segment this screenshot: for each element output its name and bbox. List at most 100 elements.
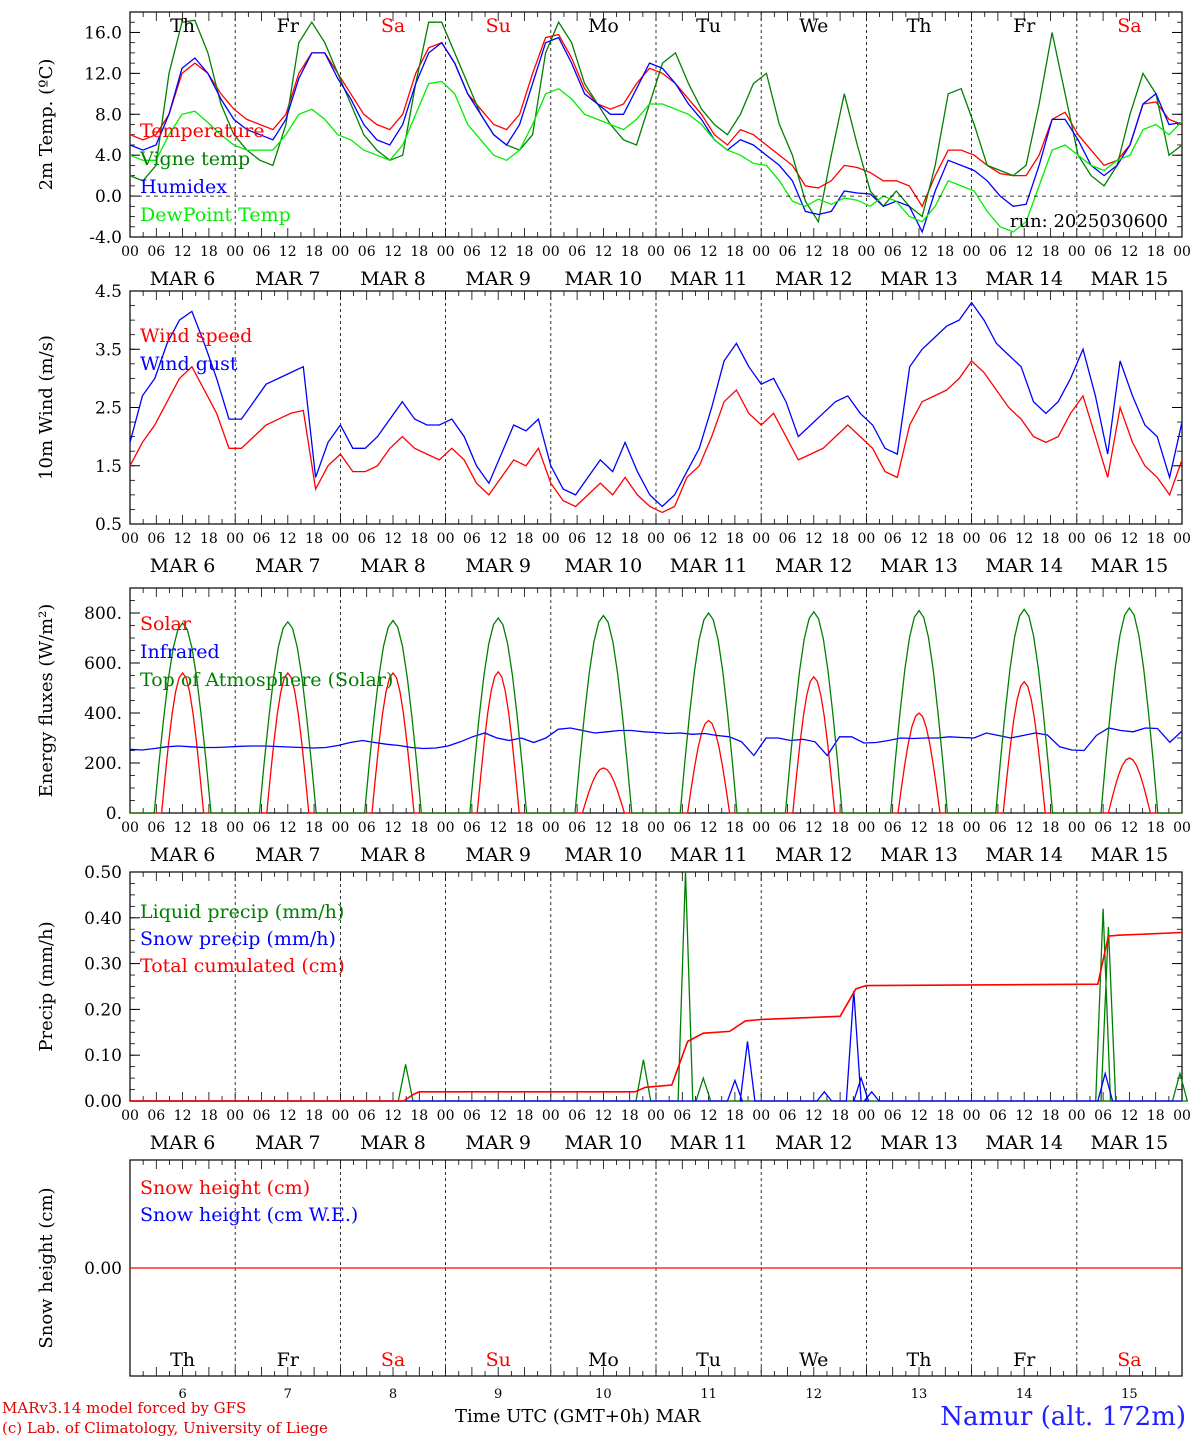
hour-label: 12	[279, 1108, 297, 1124]
hour-label: 06	[147, 531, 165, 547]
date-label: MAR 6	[150, 1132, 216, 1154]
hour-label: 18	[1042, 531, 1060, 547]
hour-label: 06	[1094, 244, 1112, 260]
hour-label: 06	[463, 531, 481, 547]
date-label: MAR 11	[670, 844, 748, 866]
hour-label: 18	[1042, 244, 1060, 260]
date-label: MAR 10	[565, 555, 643, 577]
weekday-label: Fr	[1013, 15, 1036, 37]
y-tick-label: 16.0	[84, 23, 122, 43]
hour-label: 12	[910, 244, 928, 260]
hour-label: 12	[1120, 244, 1138, 260]
hour-label: 00	[857, 531, 875, 547]
hour-label: 18	[1147, 244, 1165, 260]
hour-label: 18	[831, 1108, 849, 1124]
weekday-label: Fr	[277, 1349, 300, 1371]
hour-label: 06	[1094, 531, 1112, 547]
series-line	[130, 931, 1183, 1102]
hour-label: 00	[1173, 820, 1191, 836]
hour-label: 06	[779, 531, 797, 547]
hour-label: 06	[358, 531, 376, 547]
hour-label: 18	[936, 531, 954, 547]
y-tick-label: 0.20	[84, 1000, 122, 1020]
hour-label: 06	[989, 1108, 1007, 1124]
hour-label: 00	[121, 1108, 139, 1124]
hour-label: 00	[857, 1108, 875, 1124]
date-label: MAR 9	[465, 555, 531, 577]
y-axis-label: 2m Temp. (ºC)	[36, 59, 57, 191]
hour-label: 12	[1015, 1108, 1033, 1124]
series-line	[129, 301, 1183, 508]
hour-label: 00	[226, 1108, 244, 1124]
hour-label: 00	[647, 244, 665, 260]
hour-label: 06	[463, 1108, 481, 1124]
hour-label: 12	[1015, 820, 1033, 836]
hour-label: 00	[331, 531, 349, 547]
date-label: MAR 7	[255, 844, 321, 866]
y-axis-label: Snow height (cm)	[36, 1187, 57, 1348]
hour-label: 00	[963, 1108, 981, 1124]
legend-entry: Snow height (cm)	[140, 1177, 310, 1199]
hour-label: 18	[726, 820, 744, 836]
hour-label: 00	[857, 244, 875, 260]
hour-label: 18	[1147, 820, 1165, 836]
hour-label: 12	[910, 531, 928, 547]
hour-label: 00	[963, 531, 981, 547]
hour-label: 00	[331, 244, 349, 260]
hour-label: 06	[147, 1108, 165, 1124]
hour-label: 00	[437, 531, 455, 547]
hour-label: 12	[279, 820, 297, 836]
legend-entry: Top of Atmosphere (Solar)	[140, 669, 393, 691]
weekday-label: We	[799, 1349, 828, 1371]
hour-label: 06	[568, 1108, 586, 1124]
hour-label: 12	[1015, 244, 1033, 260]
hour-label: 18	[726, 531, 744, 547]
date-label: MAR 13	[880, 1132, 958, 1154]
hour-label: 00	[1173, 1108, 1191, 1124]
y-tick-label: 3.5	[95, 340, 122, 360]
hour-label: 00	[752, 1108, 770, 1124]
hour-label: 00	[542, 244, 560, 260]
legend-entry: Wind speed	[140, 325, 252, 347]
hour-label: 18	[1147, 1108, 1165, 1124]
hour-label: 18	[1042, 820, 1060, 836]
date-label: MAR 14	[985, 268, 1063, 290]
y-tick-label: 0.0	[95, 187, 122, 207]
hour-label: 18	[305, 244, 323, 260]
date-label: MAR 15	[1091, 844, 1169, 866]
hour-label: 06	[358, 1108, 376, 1124]
hour-label: 06	[253, 820, 271, 836]
weekday-label: Tu	[696, 15, 721, 37]
hour-label: 12	[910, 820, 928, 836]
series-line	[129, 19, 1183, 224]
hour-label: 12	[594, 531, 612, 547]
date-label: MAR 7	[255, 268, 321, 290]
panel-3	[129, 587, 1183, 814]
hour-label: 06	[779, 820, 797, 836]
legend-entry: Vigne temp	[139, 148, 250, 170]
hour-label: 06	[568, 244, 586, 260]
series-line	[129, 359, 1183, 514]
hour-label: 00	[1173, 244, 1191, 260]
y-tick-label: 1.5	[95, 457, 122, 477]
date-label: MAR 8	[360, 268, 426, 290]
hour-label: 12	[174, 244, 192, 260]
date-label: MAR 9	[465, 1132, 531, 1154]
hour-label: 18	[200, 1108, 218, 1124]
hour-label: 06	[673, 244, 691, 260]
hour-label: 18	[410, 1108, 428, 1124]
hour-label: 12	[1015, 531, 1033, 547]
y-axis-label: Energy fluxes (W/m²)	[36, 604, 57, 798]
hour-label: 12	[700, 820, 718, 836]
hour-label: 00	[542, 1108, 560, 1124]
date-label: MAR 9	[465, 268, 531, 290]
hour-label: 18	[305, 820, 323, 836]
hour-label: 06	[884, 1108, 902, 1124]
date-label: MAR 14	[985, 555, 1063, 577]
date-label: MAR 14	[985, 1132, 1063, 1154]
panel-4	[129, 871, 1189, 1102]
hour-label: 18	[936, 1108, 954, 1124]
panel-5	[129, 1159, 1183, 1377]
hour-label: 12	[594, 244, 612, 260]
hour-label: 06	[989, 244, 1007, 260]
